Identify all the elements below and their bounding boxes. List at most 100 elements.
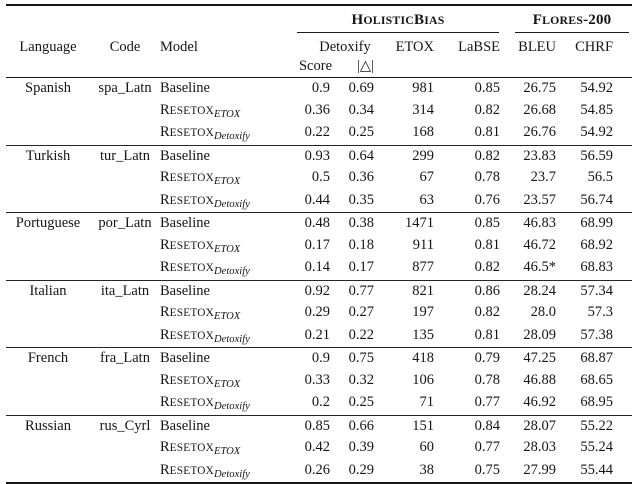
labse-cell: 0.81	[474, 326, 501, 343]
table-row: Spanish spa_Latn Baseline 0.9 0.69 981 0.85 26.…	[6, 78, 632, 100]
bleu-cell: 26.76	[523, 124, 557, 140]
score-cell: 0.9	[311, 350, 330, 366]
chrf-cell: 57.34	[580, 282, 614, 299]
chrf-cell: 57.38	[580, 326, 614, 343]
code-cell: spa_Latn	[98, 80, 152, 96]
model-name-smallcaps: ESETOX	[169, 307, 214, 319]
header-text-segment: OLISTIC	[363, 13, 414, 27]
model-cell: RESETOXDetoxify	[160, 257, 286, 280]
code-cell: por_Latn	[98, 215, 152, 231]
score-cell: 0.14	[304, 259, 330, 275]
column-header-code: Code	[109, 39, 141, 55]
labse-cell: 0.77	[474, 439, 501, 455]
model-name-cap: R	[160, 394, 170, 410]
chrf-cell: 68.87	[580, 350, 614, 366]
chrf-cell: 68.99	[580, 215, 614, 231]
model-cell: RESETOXDetoxify	[160, 190, 286, 213]
model-name-smallcaps: ESETOX	[169, 262, 214, 274]
table-row: RESETOXETOX 0.42 0.39 60 0.77 28.03 55.24	[6, 437, 632, 460]
model-cell: RESETOXETOX	[160, 302, 286, 325]
etox-cell: 877	[412, 259, 434, 275]
flores200-group-header: FLORES-200	[502, 5, 632, 33]
table-row: Italian ita_Latn Baseline 0.92 0.77 821 0.86 28…	[6, 280, 632, 302]
header-text-segment: B	[413, 12, 425, 28]
score-cell: 0.48	[304, 215, 330, 231]
etox-cell: 135	[412, 326, 434, 343]
delta-cell: 0.77	[348, 282, 374, 299]
etox-cell: 299	[412, 147, 434, 164]
delta-cell: 0.69	[348, 80, 374, 96]
labse-cell: 0.82	[474, 259, 501, 275]
chrf-cell: 68.65	[580, 371, 614, 388]
model-subscript: Detoxify	[213, 468, 250, 480]
etox-cell: 981	[412, 80, 434, 96]
score-cell: 0.33	[304, 371, 330, 388]
labse-cell: 0.82	[474, 101, 501, 118]
column-header-labse: LaBSE	[458, 39, 501, 55]
model-subscript: ETOX	[213, 378, 241, 390]
model-name-smallcaps: ESETOX	[169, 397, 214, 409]
table-row: French fra_Latn Baseline 0.9 0.75 418 0.79 47.2…	[6, 348, 632, 370]
code-cell: fra_Latn	[100, 350, 150, 366]
bleu-cell: 47.25	[523, 350, 557, 366]
score-cell: 0.93	[304, 147, 330, 164]
score-cell: 0.26	[304, 461, 330, 478]
model-subscript: ETOX	[213, 311, 241, 322]
etox-cell: 67	[419, 169, 435, 185]
model-name-cap: R	[160, 439, 170, 455]
bleu-cell: 46.92	[523, 394, 557, 410]
etox-cell: 106	[412, 371, 434, 388]
code-cell: rus_Cyrl	[99, 417, 151, 434]
delta-cell: 0.32	[348, 371, 374, 388]
model-subscript: Detoxify	[213, 131, 250, 142]
labse-cell: 0.84	[474, 417, 501, 434]
score-cell: 0.29	[304, 304, 330, 320]
holisticbias-label: HOLISTICBIAS	[297, 12, 500, 33]
header-text-segment: H	[351, 12, 364, 28]
score-cell: 0.44	[304, 191, 330, 208]
table-row: RESETOXETOX 0.33 0.32 106 0.78 46.88 68.65	[6, 370, 632, 393]
code-cell: ita_Latn	[100, 282, 150, 299]
language-cell: French	[27, 350, 69, 366]
language-cell: Spanish	[25, 80, 71, 96]
language-group-portuguese: Portuguese por_Latn Baseline 0.48 0.38 1471 0.…	[6, 212, 633, 281]
model-name-smallcaps: ESETOX	[169, 194, 214, 207]
model-name-cap: R	[160, 191, 170, 208]
bleu-cell: 28.0	[530, 304, 557, 320]
delta-cell: 0.17	[348, 259, 374, 275]
table-row: RESETOXDetoxify 0.44 0.35 63 0.76 23.57 56.74	[6, 190, 632, 213]
column-header-chrf: CHRF	[575, 39, 614, 55]
score-cell: 0.21	[304, 326, 330, 343]
chrf-cell: 54.92	[580, 124, 614, 140]
labse-cell: 0.82	[474, 147, 501, 164]
model-name-cap: R	[160, 169, 170, 185]
language-group-italian: Italian ita_Latn Baseline 0.92 0.77 821 0.86 28…	[6, 280, 633, 348]
model-name-smallcaps: ESETOX	[169, 127, 214, 139]
labse-cell: 0.78	[474, 169, 501, 185]
score-cell: 0.2	[311, 394, 330, 410]
flores200-label: FLORES-200	[515, 12, 630, 33]
column-header-delta: |△|	[332, 58, 378, 78]
language-group-french: French fra_Latn Baseline 0.9 0.75 418 0.79 47.2…	[6, 347, 633, 416]
model-name-cap: R	[160, 259, 170, 275]
model-cell: RESETOXETOX	[160, 235, 286, 258]
bleu-cell: 23.83	[523, 147, 557, 164]
score-cell: 0.5	[311, 169, 330, 185]
score-cell: 0.17	[304, 236, 330, 253]
header-text-segment: F	[532, 12, 543, 28]
language-cell: Italian	[29, 282, 67, 299]
model-name-cap: R	[160, 371, 170, 388]
bleu-cell: 28.03	[523, 439, 557, 455]
model-subscript: ETOX	[213, 446, 241, 457]
chrf-cell: 56.59	[580, 147, 614, 164]
bleu-cell: 23.57	[523, 191, 557, 208]
chrf-cell: 68.95	[580, 394, 614, 410]
column-header-etox: ETOX	[395, 39, 434, 55]
model-cell: RESETOXDetoxify	[160, 460, 286, 484]
table-row: RESETOXDetoxify 0.2 0.25 71 0.77 46.92 68.95	[6, 392, 632, 415]
model-subscript: Detoxify	[213, 333, 250, 345]
labse-cell: 0.75	[474, 461, 501, 478]
model-subscript: Detoxify	[213, 198, 250, 210]
language-group-spanish: Spanish spa_Latn Baseline 0.9 0.69 981 0.85 26.…	[6, 77, 633, 146]
model-cell: Baseline	[160, 215, 210, 231]
